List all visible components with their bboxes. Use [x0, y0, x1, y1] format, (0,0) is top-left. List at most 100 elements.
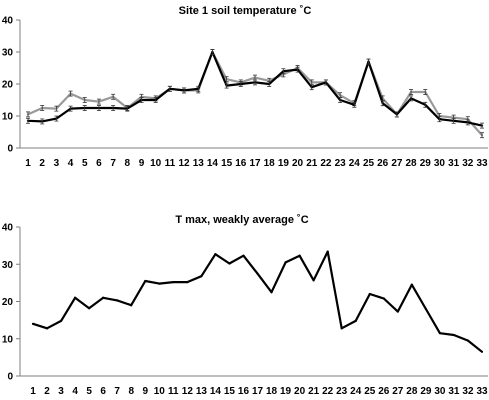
x-tick-label: 16: [235, 158, 247, 169]
x-tick-label: 1: [30, 386, 36, 397]
x-tick-label: 5: [82, 158, 88, 169]
data-point: [438, 332, 442, 335]
data-point: [45, 327, 49, 330]
series-1: [26, 49, 484, 139]
x-tick-label: 33: [476, 386, 488, 397]
data-point: [354, 319, 357, 322]
y-tick-label: 20: [2, 297, 14, 308]
x-tick-label: 26: [377, 158, 389, 169]
x-tick-label: 28: [406, 158, 418, 169]
data-point: [102, 296, 105, 299]
data-point: [270, 291, 273, 294]
data-point: [340, 327, 343, 330]
x-tick-label: 14: [210, 386, 222, 397]
chart-title: Site 1 soil temperature ˚C: [179, 5, 312, 17]
x-tick-label: 10: [150, 158, 162, 169]
x-tick-label: 26: [378, 386, 390, 397]
x-tick-label: 32: [462, 386, 474, 397]
x-tick-label: 12: [179, 158, 191, 169]
data-point: [200, 275, 203, 278]
x-tick-label: 2: [39, 158, 45, 169]
x-tick-label: 30: [434, 386, 446, 397]
x-tick-label: 12: [182, 386, 194, 397]
y-tick-label: 10: [2, 112, 14, 123]
x-tick-label: 13: [196, 386, 208, 397]
data-point: [256, 272, 259, 275]
x-tick-label: 23: [336, 386, 348, 397]
data-point: [88, 307, 91, 310]
data-point: [228, 262, 231, 265]
y-tick-label: 30: [2, 48, 14, 59]
data-point: [312, 279, 315, 282]
x-tick-label: 22: [320, 158, 332, 169]
x-tick-label: 9: [139, 158, 145, 169]
y-tick-label: 0: [7, 144, 13, 155]
data-point: [326, 250, 329, 253]
x-tick-label: 18: [264, 158, 276, 169]
x-tick-label: 8: [125, 158, 131, 169]
data-point: [242, 254, 245, 257]
data-point: [59, 319, 63, 322]
x-tick-label: 11: [165, 158, 176, 169]
x-tick-label: 2: [44, 386, 50, 397]
x-tick-label: 19: [278, 158, 290, 169]
y-tick-label: 20: [2, 80, 14, 91]
x-tick-label: 4: [72, 386, 78, 397]
y-tick-label: 40: [2, 223, 14, 234]
data-point: [284, 261, 287, 264]
data-point: [452, 333, 456, 337]
x-tick-label: 29: [420, 158, 432, 169]
x-tick-label: 6: [100, 386, 106, 397]
x-tick-label: 6: [96, 158, 102, 169]
x-tick-label: 7: [110, 158, 116, 169]
x-tick-label: 17: [252, 386, 264, 397]
data-point: [480, 350, 484, 353]
y-tick-label: 30: [2, 260, 14, 271]
series-1: [31, 250, 484, 353]
data-point: [73, 296, 77, 299]
x-tick-label: 27: [391, 158, 403, 169]
x-tick-label: 30: [434, 158, 446, 169]
x-tick-label: 33: [476, 158, 488, 169]
x-tick-label: 28: [406, 386, 418, 397]
x-tick-label: 13: [193, 158, 205, 169]
data-point: [144, 279, 147, 283]
data-point: [368, 292, 371, 296]
series-line: [32, 250, 483, 353]
y-tick-label: 40: [2, 16, 14, 27]
x-tick-label: 9: [142, 386, 148, 397]
x-tick-label: 24: [349, 158, 361, 169]
x-tick-label: 31: [448, 386, 460, 397]
chart-title: T max, weakly average ˚C: [175, 214, 308, 226]
data-point: [410, 283, 413, 286]
x-tick-label: 17: [249, 158, 261, 169]
data-point: [424, 307, 427, 311]
x-tick-label: 21: [306, 158, 318, 169]
series-line: [27, 50, 483, 127]
data-point: [186, 281, 189, 284]
data-point: [466, 339, 470, 342]
x-tick-label: 32: [462, 158, 474, 169]
x-tick-label: 4: [68, 158, 74, 169]
x-tick-label: 23: [335, 158, 347, 169]
data-point: [31, 322, 35, 325]
x-tick-label: 16: [238, 386, 250, 397]
x-tick-label: 15: [224, 386, 236, 397]
x-tick-label: 19: [280, 386, 292, 397]
x-tick-label: 10: [154, 386, 166, 397]
x-tick-label: 22: [322, 386, 334, 397]
x-tick-label: 20: [294, 386, 306, 397]
x-tick-label: 24: [350, 386, 362, 397]
x-tick-label: 15: [221, 158, 233, 169]
data-point: [298, 254, 301, 257]
x-tick-label: 3: [58, 386, 64, 397]
series-2: [26, 49, 484, 129]
data-point: [116, 299, 119, 302]
x-tick-label: 14: [207, 158, 219, 169]
x-tick-label: 3: [54, 158, 60, 169]
data-point: [396, 310, 399, 313]
x-tick-label: 1: [25, 158, 31, 169]
data-point: [172, 281, 175, 284]
